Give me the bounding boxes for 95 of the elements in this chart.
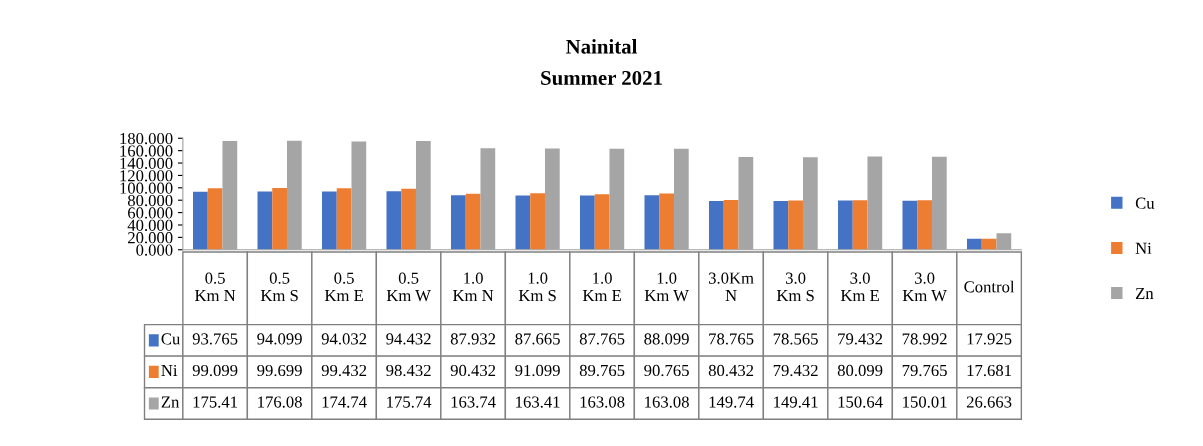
bar xyxy=(192,191,208,250)
x-tick-label: 3.0 Km W xyxy=(902,272,947,302)
x-tick-label: 0.5 Km N xyxy=(194,272,236,301)
data-label: 175.74 xyxy=(387,396,432,408)
chart-title: Nainital xyxy=(566,39,638,54)
x-tick-label: 3.0 Km E xyxy=(840,272,879,301)
x-tick-label: 0.5 Km W xyxy=(386,272,431,302)
data-label: 99.432 xyxy=(321,364,367,377)
x-tick-label: 3.0Km N xyxy=(708,272,754,301)
bar xyxy=(788,200,803,250)
y-tick-label: 140.000 xyxy=(120,157,173,170)
data-label: 79.432 xyxy=(773,364,818,377)
data-label: 17.681 xyxy=(967,364,1012,377)
data-label: 94.432 xyxy=(386,333,431,345)
data-label: 87.932 xyxy=(450,333,496,345)
y-tick-label: 80.000 xyxy=(127,194,173,207)
y-tick-label: 0.000 xyxy=(136,244,173,256)
data-label: 78.765 xyxy=(709,333,754,345)
bar xyxy=(336,188,352,250)
data-label: 174.74 xyxy=(322,396,367,408)
data-label: 163.74 xyxy=(451,396,496,408)
legend-label: Cu xyxy=(161,333,181,345)
data-label: 17.925 xyxy=(967,333,1012,345)
data-label: 90.432 xyxy=(450,364,496,377)
x-tick-label: 3.0 Km S xyxy=(776,272,814,302)
data-label: 91.099 xyxy=(515,364,560,377)
data-label: 163.08 xyxy=(580,396,625,408)
bar xyxy=(530,193,545,250)
y-tick-label: 20.000 xyxy=(128,232,173,244)
data-label: 89.765 xyxy=(579,364,625,377)
data-label: 93.765 xyxy=(192,333,238,345)
bar xyxy=(386,191,402,250)
data-label: 87.765 xyxy=(579,333,625,345)
x-tick-label: 1.0 Km W xyxy=(644,272,689,302)
bar xyxy=(708,200,724,250)
bar xyxy=(579,195,595,250)
data-label: 90.765 xyxy=(644,364,689,377)
bar xyxy=(257,191,273,250)
bar xyxy=(773,201,789,250)
y-tick-label: 60.000 xyxy=(128,207,173,219)
data-label: 163.08 xyxy=(645,396,689,408)
data-label: 149.41 xyxy=(774,396,818,408)
bar xyxy=(401,188,416,250)
bar xyxy=(272,188,287,250)
x-tick-label: Control xyxy=(964,280,1015,293)
y-tick-label: 180.000 xyxy=(120,132,173,145)
data-label: 176.08 xyxy=(258,396,302,408)
data-label: 175.41 xyxy=(193,396,238,408)
data-label: 87.665 xyxy=(515,333,560,345)
bar xyxy=(852,200,868,250)
bar xyxy=(659,193,674,250)
data-label: 78.565 xyxy=(773,333,818,345)
x-tick-label: 0.5 Km E xyxy=(324,272,363,301)
x-tick-label: 1.0 Km E xyxy=(582,272,621,301)
data-label: 80.099 xyxy=(837,364,883,377)
text: Zn xyxy=(161,396,180,408)
data-label: 88.099 xyxy=(644,333,689,345)
y-tick-label: 40.000 xyxy=(127,219,173,231)
bar xyxy=(644,195,660,250)
x-tick-label: 1.0 Km N xyxy=(452,272,494,301)
data-label: 79.765 xyxy=(902,364,947,377)
bar xyxy=(837,200,853,250)
bar xyxy=(321,191,337,250)
bar xyxy=(515,195,531,250)
data-label: 26.663 xyxy=(966,396,1012,408)
legend-label: Ni xyxy=(161,364,178,376)
data-label: 99.099 xyxy=(192,364,238,377)
bar xyxy=(723,199,739,250)
text: Cu xyxy=(1135,197,1155,209)
y-tick-label: 100.000 xyxy=(120,182,173,194)
y-tick-label: 120.000 xyxy=(120,170,173,182)
bar xyxy=(207,188,223,250)
data-label: 80.432 xyxy=(708,364,754,377)
bar xyxy=(465,193,481,250)
data-label: 163.41 xyxy=(516,396,560,408)
data-label: 149.74 xyxy=(709,396,754,408)
data-label: 94.032 xyxy=(321,333,367,345)
data-label: 98.432 xyxy=(386,364,431,377)
bar xyxy=(594,194,610,250)
bar xyxy=(450,195,466,250)
chart-subtitle: Summer 2021 xyxy=(541,70,662,85)
data-label: 150.64 xyxy=(838,396,883,408)
data-label: 78.992 xyxy=(902,333,947,345)
y-tick-label: 160.000 xyxy=(120,145,173,157)
x-tick-label: 1.0 Km S xyxy=(518,272,556,302)
data-label: 99.699 xyxy=(257,364,302,377)
x-tick-label: 0.5 Km S xyxy=(260,272,298,302)
text: Ni xyxy=(1135,242,1152,254)
bar xyxy=(966,238,982,250)
data-label: 94.099 xyxy=(257,333,302,345)
bar xyxy=(917,200,932,250)
legend-label: Zn xyxy=(1135,287,1154,299)
data-label: 150.01 xyxy=(903,396,947,408)
data-label: 79.432 xyxy=(838,333,883,345)
bar xyxy=(902,200,918,250)
